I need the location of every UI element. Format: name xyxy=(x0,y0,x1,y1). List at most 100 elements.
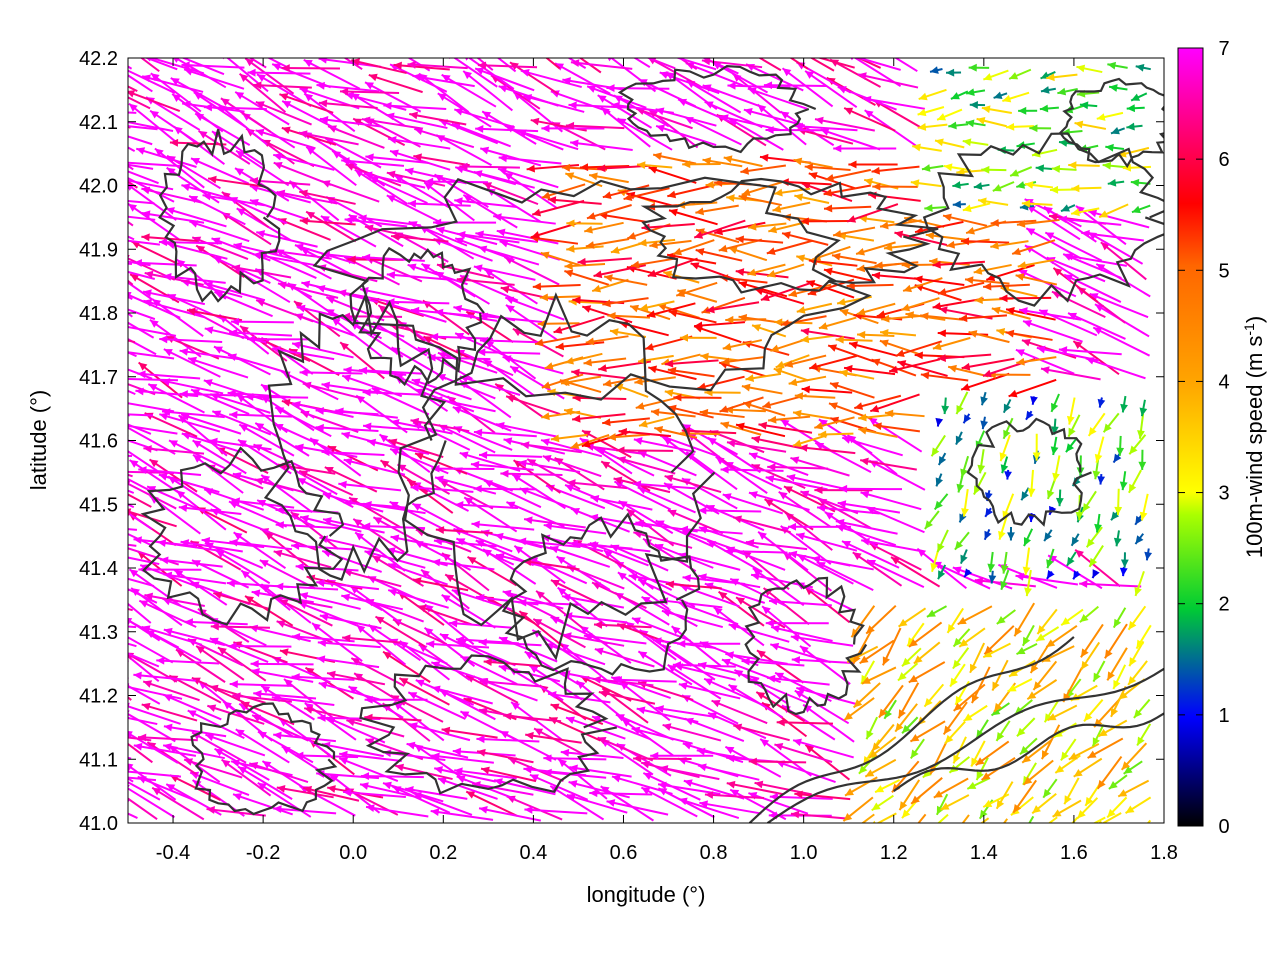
wind-vector-head xyxy=(735,422,745,431)
wind-vector-head xyxy=(249,624,259,633)
wind-vector-head xyxy=(908,674,918,683)
wind-vector xyxy=(459,274,519,302)
wind-vector xyxy=(610,544,669,572)
wind-vector xyxy=(418,72,470,113)
wind-vector-head xyxy=(498,664,508,672)
wind-vector-head xyxy=(235,168,244,176)
wind-vector-head xyxy=(250,659,259,668)
contour-line xyxy=(766,667,1164,823)
wind-vector xyxy=(412,74,475,88)
wind-vector xyxy=(128,602,152,624)
wind-vector-head xyxy=(722,343,732,351)
wind-vector xyxy=(675,58,717,71)
wind-vector xyxy=(699,801,762,815)
wind-vector-head xyxy=(273,162,283,170)
wind-vector xyxy=(702,84,763,108)
wind-vector-head xyxy=(990,241,999,250)
wind-vector-head xyxy=(407,60,416,69)
wind-vector-head xyxy=(1044,713,1053,723)
wind-vector-head xyxy=(992,681,1000,691)
wind-vector-head xyxy=(255,128,265,137)
wind-vector-head xyxy=(1105,143,1114,152)
wind-vector xyxy=(151,786,205,821)
x-tick-label: 1.0 xyxy=(790,842,818,864)
wind-vector xyxy=(569,766,632,778)
wind-vector-head xyxy=(800,490,810,499)
wind-vector-head xyxy=(584,225,593,234)
wind-vector-head xyxy=(1016,219,1026,228)
wind-vector-head xyxy=(898,618,908,627)
wind-vector xyxy=(331,317,383,358)
wind-vector-head xyxy=(975,757,985,766)
wind-vector-head xyxy=(679,333,689,342)
wind-vector-head xyxy=(607,311,616,320)
wind-vector xyxy=(809,58,835,72)
wind-vector-head xyxy=(463,71,473,80)
wind-vector-head xyxy=(483,658,493,667)
wind-vector-head xyxy=(641,760,650,769)
wind-vector xyxy=(570,61,633,70)
wind-vector-head xyxy=(610,246,620,254)
wind-vector xyxy=(591,581,647,609)
wind-vector-head xyxy=(67,420,76,428)
wind-vector-head xyxy=(294,243,304,252)
wind-vector xyxy=(163,573,227,585)
wind-vector-head xyxy=(341,157,350,165)
wind-vector-head xyxy=(1130,178,1140,187)
wind-vector-head xyxy=(740,166,749,175)
wind-vector-head xyxy=(385,112,395,121)
wind-vector-head xyxy=(655,705,664,713)
wind-vector-head xyxy=(331,317,341,326)
wind-vector-head xyxy=(602,299,611,308)
wind-vector-head xyxy=(971,694,980,704)
wind-vector-head xyxy=(92,730,101,738)
wind-vector-head xyxy=(339,757,349,765)
wind-vector xyxy=(493,215,556,225)
wind-vector-head xyxy=(935,477,943,487)
wind-vector xyxy=(128,797,158,821)
wind-vector-head xyxy=(768,415,777,424)
wind-vector xyxy=(496,229,559,245)
wind-vector xyxy=(496,58,517,73)
wind-vector xyxy=(417,604,473,626)
y-tick-label: 42.2 xyxy=(79,48,118,70)
wind-vector xyxy=(128,295,133,301)
wind-vector-head xyxy=(623,193,633,201)
wind-vector xyxy=(260,474,313,513)
wind-vector-head xyxy=(611,101,620,110)
wind-vector-head xyxy=(475,125,484,133)
wind-vector-head xyxy=(449,619,458,628)
wind-vector-head xyxy=(973,267,983,275)
wind-vector-head xyxy=(418,644,428,653)
wind-vector-head xyxy=(327,670,336,679)
wind-vector-head xyxy=(721,658,731,667)
wind-vector-head xyxy=(598,689,608,698)
wind-vector xyxy=(391,346,447,380)
wind-vector xyxy=(484,268,538,305)
wind-vector-head xyxy=(1094,453,1103,463)
wind-vector xyxy=(431,560,495,571)
wind-vector-head xyxy=(976,771,984,781)
wind-vector-head xyxy=(788,378,798,387)
wind-vector-head xyxy=(669,208,678,217)
wind-vector-head xyxy=(858,765,868,774)
wind-vector-head xyxy=(928,824,937,832)
wind-vector-head xyxy=(568,780,578,788)
wind-vector-head xyxy=(1016,357,1025,366)
wind-vector-head xyxy=(682,424,692,432)
wind-vector xyxy=(1052,267,1099,303)
wind-vector-head xyxy=(983,799,993,808)
wind-vector-head xyxy=(871,802,881,811)
colorbar-tick-label: 4 xyxy=(1218,371,1229,393)
wind-vector-head xyxy=(138,362,148,371)
wind-vector xyxy=(498,156,562,165)
wind-vector-head xyxy=(135,387,144,396)
wind-vector-head xyxy=(1080,648,1089,658)
wind-vector-head xyxy=(614,481,624,489)
wind-vector-head xyxy=(356,624,366,634)
wind-vector-head xyxy=(229,538,238,547)
wind-vector-head xyxy=(475,593,485,602)
contour-line xyxy=(263,292,447,582)
wind-vector xyxy=(300,247,357,279)
wind-vector-head xyxy=(775,672,785,680)
